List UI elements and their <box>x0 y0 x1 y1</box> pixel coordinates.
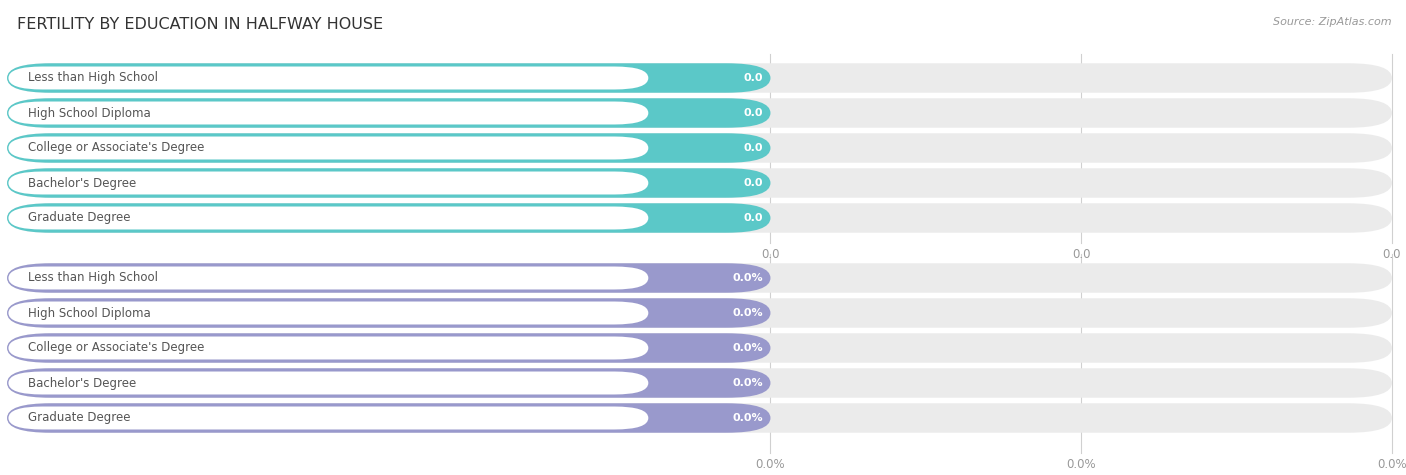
Text: 0.0%: 0.0% <box>733 378 763 388</box>
Text: Source: ZipAtlas.com: Source: ZipAtlas.com <box>1274 17 1392 27</box>
FancyBboxPatch shape <box>8 407 648 429</box>
Text: 0.0%: 0.0% <box>733 273 763 283</box>
Text: 0.0: 0.0 <box>744 213 763 223</box>
FancyBboxPatch shape <box>7 333 770 363</box>
FancyBboxPatch shape <box>8 136 648 160</box>
FancyBboxPatch shape <box>7 203 1392 233</box>
Text: 0.0%: 0.0% <box>755 458 786 471</box>
FancyBboxPatch shape <box>7 168 1392 198</box>
FancyBboxPatch shape <box>8 66 648 89</box>
Text: 0.0: 0.0 <box>744 178 763 188</box>
Text: 0.0%: 0.0% <box>733 413 763 423</box>
Text: 0.0%: 0.0% <box>733 308 763 318</box>
Text: Bachelor's Degree: Bachelor's Degree <box>28 377 136 389</box>
Text: 0.0%: 0.0% <box>1376 458 1406 471</box>
FancyBboxPatch shape <box>7 403 1392 433</box>
Text: 0.0: 0.0 <box>761 248 780 261</box>
Text: 0.0: 0.0 <box>744 73 763 83</box>
Text: 0.0: 0.0 <box>1382 248 1402 261</box>
FancyBboxPatch shape <box>8 102 648 124</box>
Text: Graduate Degree: Graduate Degree <box>28 411 131 425</box>
FancyBboxPatch shape <box>7 133 770 163</box>
Text: Graduate Degree: Graduate Degree <box>28 211 131 225</box>
FancyBboxPatch shape <box>7 298 1392 328</box>
FancyBboxPatch shape <box>8 207 648 229</box>
FancyBboxPatch shape <box>7 63 770 93</box>
FancyBboxPatch shape <box>7 263 1392 293</box>
FancyBboxPatch shape <box>7 368 770 398</box>
Text: Less than High School: Less than High School <box>28 272 157 285</box>
FancyBboxPatch shape <box>8 302 648 324</box>
FancyBboxPatch shape <box>8 266 648 289</box>
Text: Less than High School: Less than High School <box>28 72 157 85</box>
Text: 0.0: 0.0 <box>1071 248 1091 261</box>
Text: College or Associate's Degree: College or Associate's Degree <box>28 342 204 354</box>
Text: High School Diploma: High School Diploma <box>28 306 150 320</box>
Text: Bachelor's Degree: Bachelor's Degree <box>28 177 136 190</box>
FancyBboxPatch shape <box>7 63 1392 93</box>
FancyBboxPatch shape <box>7 333 1392 363</box>
FancyBboxPatch shape <box>7 133 1392 163</box>
FancyBboxPatch shape <box>7 368 1392 398</box>
FancyBboxPatch shape <box>7 98 770 128</box>
FancyBboxPatch shape <box>7 98 1392 128</box>
FancyBboxPatch shape <box>8 336 648 360</box>
FancyBboxPatch shape <box>7 403 770 433</box>
FancyBboxPatch shape <box>8 171 648 194</box>
FancyBboxPatch shape <box>8 371 648 394</box>
Text: 0.0: 0.0 <box>744 143 763 153</box>
FancyBboxPatch shape <box>7 168 770 198</box>
FancyBboxPatch shape <box>7 203 770 233</box>
FancyBboxPatch shape <box>7 298 770 328</box>
Text: FERTILITY BY EDUCATION IN HALFWAY HOUSE: FERTILITY BY EDUCATION IN HALFWAY HOUSE <box>17 17 382 32</box>
Text: High School Diploma: High School Diploma <box>28 106 150 120</box>
Text: 0.0%: 0.0% <box>1066 458 1097 471</box>
FancyBboxPatch shape <box>7 263 770 293</box>
Text: 0.0: 0.0 <box>744 108 763 118</box>
Text: 0.0%: 0.0% <box>733 343 763 353</box>
Text: College or Associate's Degree: College or Associate's Degree <box>28 142 204 154</box>
